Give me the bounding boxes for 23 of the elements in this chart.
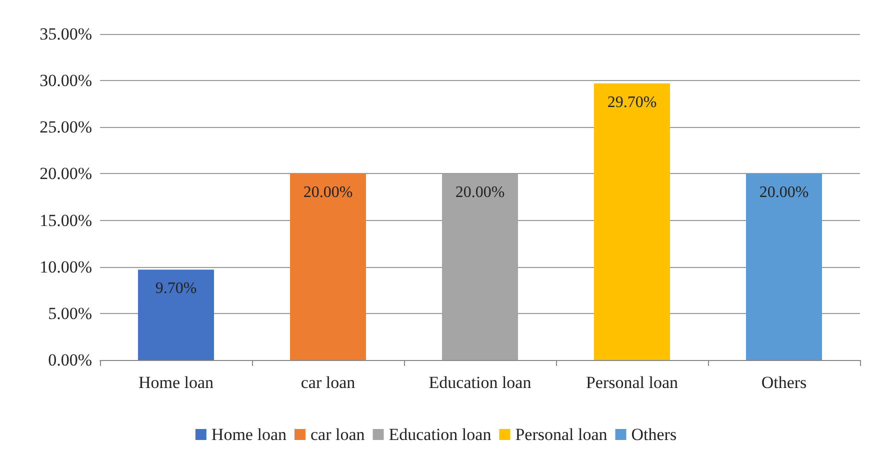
- legend-label: Home loan: [211, 425, 287, 444]
- y-tick-label: 20.00%: [40, 164, 92, 184]
- y-tick-label: 10.00%: [40, 257, 92, 276]
- data-label: 9.70%: [155, 280, 197, 298]
- x-tick-label: Education loan: [428, 373, 532, 392]
- x-tick-label: car loan: [300, 373, 356, 392]
- legend-label: Education loan: [388, 425, 492, 444]
- legend-label: car loan: [310, 425, 366, 444]
- y-tick-label: 25.00%: [40, 118, 92, 137]
- y-tick-label: 30.00%: [40, 71, 92, 90]
- data-label: 29.70%: [607, 94, 657, 111]
- y-tick-label: 35.00%: [40, 24, 92, 44]
- x-tick-label: Others: [761, 373, 807, 392]
- data-label: 20.00%: [303, 184, 353, 202]
- x-tick-label: Personal loan: [586, 373, 679, 392]
- data-label: 20.00%: [759, 184, 809, 202]
- y-tick-label: 0.00%: [48, 350, 92, 370]
- legend-label: Others: [631, 425, 677, 444]
- y-tick-label: 5.00%: [48, 304, 92, 323]
- x-tick-label: Home loan: [138, 373, 214, 392]
- y-tick-label: 15.00%: [40, 210, 92, 230]
- data-label: 20.00%: [455, 184, 505, 202]
- legend-label: Personal loan: [515, 425, 608, 444]
